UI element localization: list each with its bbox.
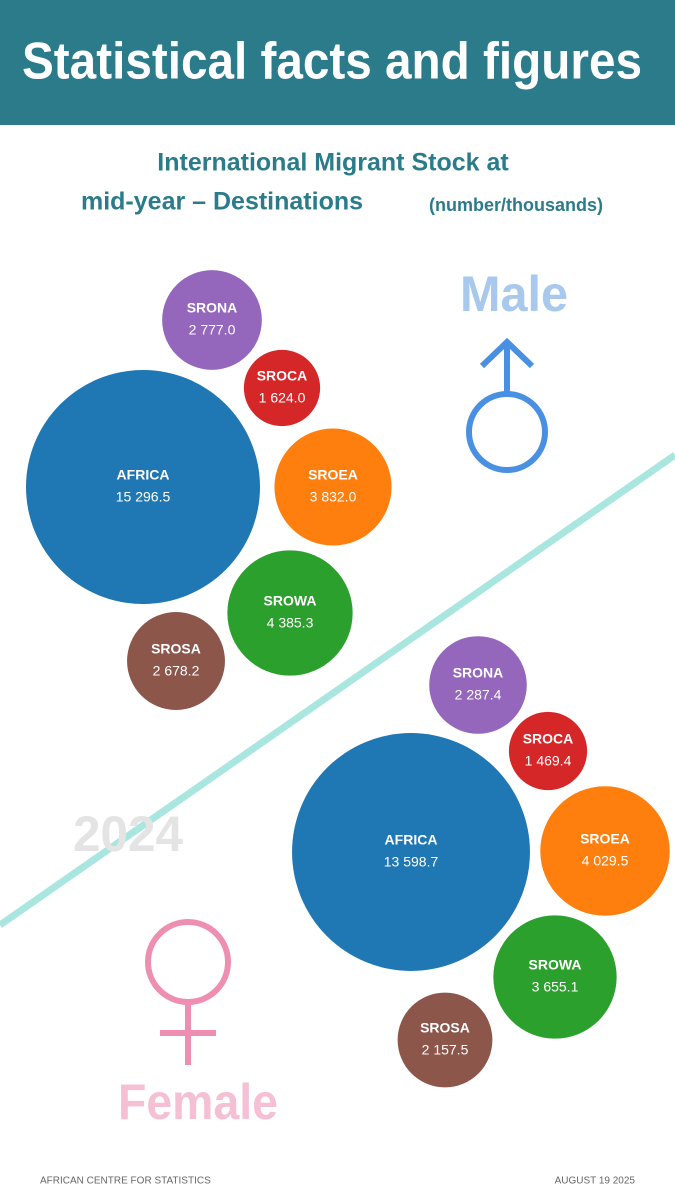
bubble-value: 15 296.5	[116, 489, 171, 505]
bubble	[127, 612, 225, 710]
bubble-value: 3 655.1	[532, 979, 579, 995]
bubble	[508, 711, 588, 791]
bubble-value: 13 598.7	[384, 854, 439, 870]
bubble-value: 4 385.3	[267, 615, 314, 631]
bubble-label: SRONA	[187, 300, 238, 316]
female-symbol	[145, 919, 231, 1065]
bubble-value: 1 469.4	[525, 753, 572, 769]
bubble	[274, 428, 392, 546]
bubble-value: 2 777.0	[189, 322, 236, 338]
bubble-label: SROWA	[529, 957, 582, 973]
bubble-label: SROCA	[257, 368, 308, 384]
footer-source: AFRICAN CENTRE FOR STATISTICS	[40, 1176, 211, 1187]
bubble-value: 2 287.4	[455, 687, 502, 703]
bubble-value: 4 029.5	[582, 853, 629, 869]
bubble-label: SROEA	[308, 467, 358, 483]
year: 2024	[73, 806, 183, 862]
male-symbol	[466, 337, 548, 473]
bubble-label: SROSA	[420, 1020, 470, 1036]
bubble-label: AFRICA	[385, 832, 438, 848]
header-title: Statistical facts and figures	[22, 33, 642, 91]
bubble-label: SROEA	[580, 831, 630, 847]
bubble	[162, 270, 262, 370]
bubble	[292, 733, 530, 971]
bubble	[540, 786, 670, 916]
bubble-label: SROSA	[151, 641, 201, 657]
footer-date: AUGUST 19 2025	[555, 1176, 636, 1187]
title-line: International Migrant Stock at	[157, 149, 509, 177]
bubble	[493, 915, 617, 1039]
bubble	[429, 636, 527, 734]
female-label: Female	[118, 1074, 278, 1130]
bubble-label: AFRICA	[117, 467, 170, 483]
bubble-value: 2 157.5	[422, 1042, 469, 1058]
bubble-label: SRONA	[453, 665, 504, 681]
subtitle: (number/thousands)	[429, 195, 603, 215]
bubble-value: 2 678.2	[153, 663, 200, 679]
male-label: Male	[460, 266, 568, 322]
divider	[0, 452, 675, 928]
bubble-value: 3 832.0	[310, 489, 357, 505]
header-band	[0, 0, 675, 125]
bubble	[397, 992, 493, 1088]
bubble-label: SROWA	[264, 593, 317, 609]
bubble-label: SROCA	[523, 731, 574, 747]
bubble	[25, 369, 261, 605]
bubble	[243, 349, 321, 427]
title-line: mid-year – Destinations	[81, 188, 363, 216]
bubble	[227, 550, 353, 676]
bubble-value: 1 624.0	[259, 390, 306, 406]
